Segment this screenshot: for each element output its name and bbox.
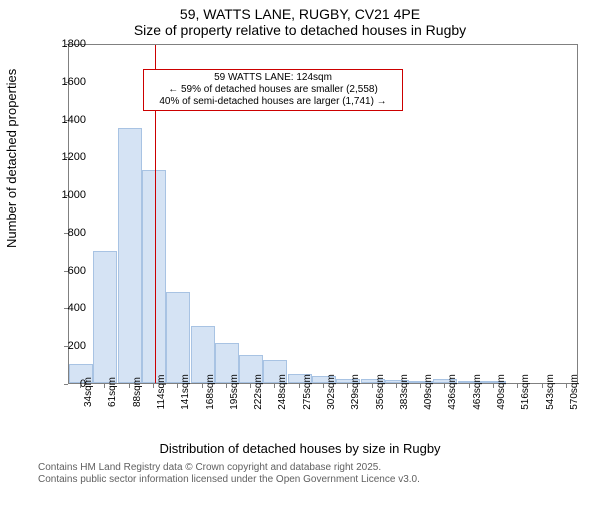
footer-line1: Contains HM Land Registry data © Crown c… xyxy=(38,462,600,474)
x-tick-label: 275sqm xyxy=(302,374,313,410)
x-tick-label: 570sqm xyxy=(569,374,580,410)
x-tick-label: 409sqm xyxy=(423,374,434,410)
x-tick-mark xyxy=(202,384,203,388)
x-tick-mark xyxy=(177,384,178,388)
x-tick-mark xyxy=(566,384,567,388)
y-tick-mark xyxy=(64,44,68,45)
x-tick-label: 329sqm xyxy=(350,374,361,410)
x-tick-mark xyxy=(153,384,154,388)
y-tick-mark xyxy=(64,157,68,158)
x-tick-mark xyxy=(104,384,105,388)
annotation-line: 40% of semi-detached houses are larger (… xyxy=(148,96,398,108)
x-tick-mark xyxy=(372,384,373,388)
y-axis-label: Number of detached properties xyxy=(4,69,19,248)
y-tick-mark xyxy=(64,384,68,385)
x-tick-mark xyxy=(347,384,348,388)
x-tick-label: 34sqm xyxy=(83,377,94,407)
x-tick-mark xyxy=(129,384,130,388)
x-tick-label: 356sqm xyxy=(375,374,386,410)
x-tick-mark xyxy=(250,384,251,388)
x-tick-label: 222sqm xyxy=(253,374,264,410)
x-tick-mark xyxy=(469,384,470,388)
x-tick-mark xyxy=(396,384,397,388)
x-tick-mark xyxy=(274,384,275,388)
x-tick-label: 114sqm xyxy=(156,375,167,410)
annotation-box: 59 WATTS LANE: 124sqm← 59% of detached h… xyxy=(143,69,403,111)
y-tick-mark xyxy=(64,195,68,196)
x-tick-label: 61sqm xyxy=(107,377,118,407)
x-tick-mark xyxy=(493,384,494,388)
x-tick-mark xyxy=(323,384,324,388)
histogram-bar xyxy=(166,292,190,383)
x-tick-mark xyxy=(299,384,300,388)
x-tick-mark xyxy=(517,384,518,388)
x-axis-label: Distribution of detached houses by size … xyxy=(0,441,600,456)
x-tick-label: 195sqm xyxy=(229,374,240,410)
footer-line2: Contains public sector information licen… xyxy=(38,474,600,486)
y-tick-mark xyxy=(64,233,68,234)
x-tick-label: 490sqm xyxy=(496,374,507,410)
chart-title-line2: Size of property relative to detached ho… xyxy=(0,22,600,38)
x-tick-label: 88sqm xyxy=(132,377,143,407)
x-tick-mark xyxy=(226,384,227,388)
x-tick-label: 543sqm xyxy=(545,374,556,410)
y-tick-mark xyxy=(64,346,68,347)
chart-container: Number of detached properties 59 WATTS L… xyxy=(0,38,600,458)
x-tick-label: 168sqm xyxy=(205,374,216,410)
annotation-line: ← 59% of detached houses are smaller (2,… xyxy=(148,84,398,96)
histogram-bar xyxy=(93,251,117,383)
x-tick-label: 383sqm xyxy=(399,374,410,410)
histogram-bar xyxy=(118,128,142,383)
x-tick-label: 436sqm xyxy=(447,374,458,410)
y-tick-mark xyxy=(64,271,68,272)
y-tick-mark xyxy=(64,308,68,309)
x-tick-mark xyxy=(542,384,543,388)
chart-title-line1: 59, WATTS LANE, RUGBY, CV21 4PE xyxy=(0,6,600,22)
annotation-line: 59 WATTS LANE: 124sqm xyxy=(148,72,398,84)
x-tick-label: 463sqm xyxy=(472,374,483,410)
x-tick-label: 141sqm xyxy=(180,374,191,410)
footer-attribution: Contains HM Land Registry data © Crown c… xyxy=(38,462,600,486)
y-tick-mark xyxy=(64,120,68,121)
x-tick-mark xyxy=(420,384,421,388)
plot-area: 59 WATTS LANE: 124sqm← 59% of detached h… xyxy=(68,44,578,384)
x-tick-mark xyxy=(80,384,81,388)
x-tick-mark xyxy=(444,384,445,388)
x-tick-label: 302sqm xyxy=(326,374,337,410)
x-tick-label: 248sqm xyxy=(277,374,288,410)
y-tick-mark xyxy=(64,82,68,83)
x-tick-label: 516sqm xyxy=(520,374,531,410)
